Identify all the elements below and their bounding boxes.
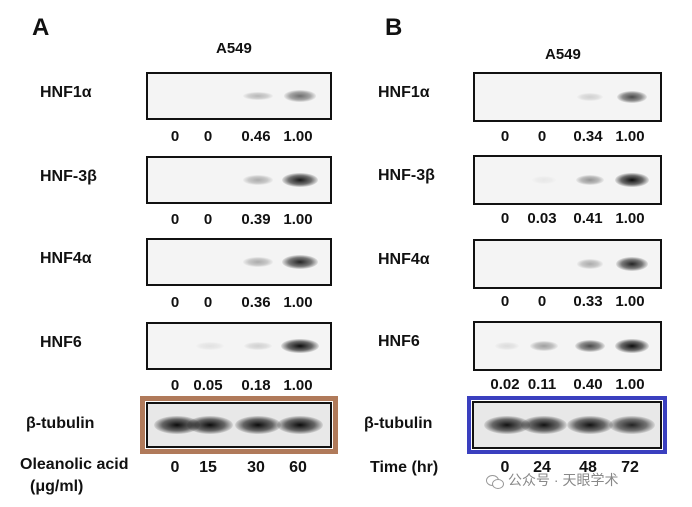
panel-a-blot: [146, 72, 332, 120]
quant-value: 0.18: [241, 377, 271, 394]
panel-a-loading-blot: [146, 402, 332, 448]
panel-b-target-label: HNF4α: [378, 251, 430, 268]
quant-value: 1.00: [283, 294, 313, 311]
panel-a-target-label: HNF1α: [40, 84, 92, 101]
quant-value: 0.05: [193, 377, 223, 394]
quant-value: 0: [537, 293, 547, 310]
protein-band: [615, 172, 649, 188]
quant-value: 0: [500, 293, 510, 310]
panel-a-blot: [146, 156, 332, 204]
panel-b-treatment-label: Time (hr): [370, 459, 439, 476]
panel-a-target-label: HNF6: [40, 334, 82, 351]
protein-band: [576, 174, 604, 186]
panel-a-loading-frame: [140, 396, 338, 454]
panel-b-loading-blot: [472, 401, 662, 449]
protein-band: [242, 257, 273, 267]
dose-value: 72: [621, 459, 639, 476]
protein-band: [574, 339, 606, 353]
panel-a-blot: [146, 238, 332, 286]
quant-value: 1.00: [283, 128, 313, 145]
quant-value: 0: [500, 128, 510, 145]
panel-b-blot: [473, 239, 662, 289]
quant-value: 0: [203, 294, 213, 311]
quant-value: 0.40: [573, 376, 603, 393]
dose-value: 48: [579, 459, 597, 476]
quant-value: 0.33: [573, 293, 603, 310]
quant-value: 0.11: [527, 376, 557, 393]
quant-value: 0.41: [573, 210, 603, 227]
panel-a-treatment-unit: (μg/ml): [30, 478, 84, 495]
panel-b-blot: [473, 155, 662, 205]
protein-band: [196, 342, 224, 350]
loading-band: [609, 416, 655, 434]
quant-value: 1.00: [283, 211, 313, 228]
loading-band: [235, 416, 281, 434]
loading-band: [567, 416, 613, 434]
panel-a-loading-label: β-tubulin: [26, 415, 95, 432]
protein-band: [243, 91, 273, 101]
protein-band: [242, 175, 273, 185]
panel-b-target-label: HNF1α: [378, 84, 430, 101]
dose-value: 30: [247, 459, 265, 476]
panel-a-letter: A: [32, 14, 50, 41]
quant-value: 0: [203, 128, 213, 145]
quant-value: 0.03: [527, 210, 557, 227]
protein-band: [530, 341, 558, 351]
dose-value: 0: [170, 459, 180, 476]
dose-value: 0: [500, 459, 510, 476]
dose-value: 60: [289, 459, 307, 476]
quant-value: 0.46: [241, 128, 271, 145]
protein-band: [281, 254, 319, 270]
quant-value: 1.00: [615, 376, 645, 393]
loading-band: [187, 416, 233, 434]
protein-band: [576, 259, 604, 269]
panel-b-loading-label: β-tubulin: [364, 415, 433, 432]
panel-b-cell-line: A549: [545, 46, 581, 63]
panel-a-blot: [146, 322, 332, 370]
panel-b-loading-frame: [467, 396, 667, 454]
watermark-text: 公众号 · 天眼学术: [508, 472, 619, 488]
protein-band: [243, 342, 273, 350]
quant-value: 1.00: [615, 128, 645, 145]
loading-band: [521, 416, 567, 434]
protein-band: [281, 338, 319, 354]
quant-value: 0: [170, 294, 180, 311]
quant-value: 0.34: [573, 128, 603, 145]
protein-band: [615, 256, 649, 272]
panel-a-target-label: HNF4α: [40, 250, 92, 267]
quant-value: 0.36: [241, 294, 271, 311]
panel-b-letter: B: [385, 14, 403, 41]
quant-value: 0.39: [241, 211, 271, 228]
dose-value: 24: [533, 459, 551, 476]
quant-value: 0: [203, 211, 213, 228]
quant-value: 0: [170, 211, 180, 228]
protein-band: [615, 338, 649, 354]
quant-value: 0: [500, 210, 510, 227]
loading-band: [484, 416, 530, 434]
quant-value: 0.02: [490, 376, 520, 393]
panel-b-blot: [473, 72, 662, 122]
panel-a-target-label: HNF-3β: [40, 168, 97, 185]
protein-band: [531, 176, 557, 184]
watermark: 公众号 · 天眼学术: [486, 470, 618, 490]
protein-band: [577, 93, 603, 101]
quant-value: 0: [170, 377, 180, 394]
quant-value: 0: [537, 128, 547, 145]
panel-a-treatment-label: Oleanolic acid: [20, 456, 129, 473]
protein-band: [283, 90, 317, 102]
protein-band: [494, 342, 520, 350]
quant-value: 1.00: [615, 293, 645, 310]
panel-a-cell-line: A549: [216, 40, 252, 57]
panel-b-target-label: HNF6: [378, 333, 420, 350]
protein-band: [281, 172, 319, 188]
protein-band: [616, 90, 648, 104]
quant-value: 1.00: [283, 377, 313, 394]
dose-value: 15: [199, 459, 217, 476]
quant-value: 1.00: [615, 210, 645, 227]
panel-b-target-label: HNF-3β: [378, 167, 435, 184]
quant-value: 0: [170, 128, 180, 145]
panel-b-blot: [473, 321, 662, 371]
wechat-icon: [486, 474, 504, 490]
loading-band: [277, 416, 323, 434]
